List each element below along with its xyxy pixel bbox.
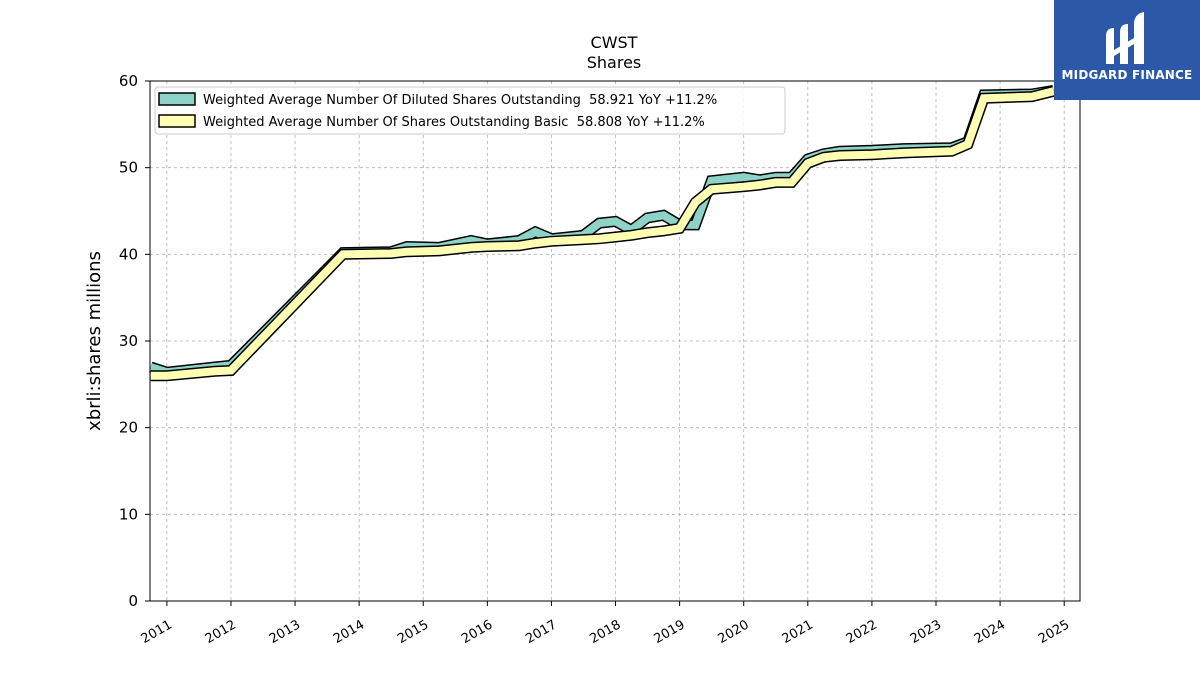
x-tick-label: 2025: [1036, 617, 1072, 647]
y-tick-label: 40: [119, 245, 138, 263]
data-point: [214, 370, 216, 372]
x-tick-label: 2015: [395, 617, 431, 647]
data-point: [438, 250, 440, 252]
data-point: [967, 143, 969, 145]
data-point: [710, 188, 713, 190]
x-tick-label: 2019: [651, 617, 687, 647]
data-point: [518, 245, 520, 247]
data-point: [903, 152, 905, 154]
data-point: [694, 224, 697, 226]
x-tick-label: 2017: [523, 617, 559, 647]
logo-text: MIDGARD FINANCE: [1061, 68, 1193, 82]
data-point: [582, 239, 584, 241]
y-axis-label: xbrli:shares millions: [84, 251, 105, 431]
data-point: [230, 369, 232, 372]
y-tick-label: 60: [119, 72, 138, 90]
data-point: [983, 97, 985, 99]
legend-label-diluted: Weighted Average Number Of Diluted Share…: [203, 93, 717, 108]
data-point: [646, 232, 648, 234]
y-tick-label: 0: [128, 592, 138, 610]
data-point: [871, 154, 873, 156]
y-tick-label: 10: [119, 505, 138, 523]
data-point: [614, 220, 617, 222]
data-point: [807, 162, 809, 164]
data-point: [951, 150, 953, 152]
series-areas: [149, 84, 1055, 382]
x-tick-label: 2011: [139, 617, 175, 647]
y-tick-label: 30: [119, 332, 138, 350]
chart-title: CWST: [591, 33, 638, 52]
data-point: [598, 222, 601, 224]
data-point: [534, 231, 536, 233]
data-point: [743, 186, 745, 188]
x-tick-label: 2022: [844, 617, 880, 647]
legend-box: [154, 86, 786, 135]
data-point: [534, 242, 536, 244]
data-point: [166, 375, 168, 377]
data-point: [486, 245, 488, 248]
y-tick-label: 20: [119, 419, 138, 437]
x-tick-label: 2016: [459, 617, 495, 647]
series-line: [150, 87, 1055, 380]
data-point: [390, 252, 392, 255]
x-tick-label: 2023: [908, 617, 944, 647]
legend: Weighted Average Number Of Diluted Share…: [154, 86, 786, 135]
data-point: [759, 184, 761, 186]
data-point: [646, 217, 648, 219]
x-tick-label: 2021: [780, 617, 816, 647]
data-point: [1031, 96, 1033, 98]
logo-mark-icon: [1106, 12, 1144, 64]
legend-swatch-basic: [158, 114, 196, 128]
data-point: [694, 201, 697, 203]
data-point: [662, 230, 665, 232]
midgard-finance-logo: MIDGARD FINANCE: [1054, 0, 1200, 100]
x-tick-label: 2024: [972, 617, 1008, 647]
x-tick-label: 2012: [203, 617, 239, 647]
data-point: [775, 181, 777, 183]
data-point: [710, 180, 713, 182]
chart-subtitle: Shares: [587, 53, 642, 72]
data-point: [470, 239, 472, 242]
data-point: [839, 154, 841, 157]
data-point: [791, 181, 793, 183]
data-point: [598, 238, 601, 240]
data-point: [823, 156, 825, 158]
data-point: [342, 253, 344, 255]
data-point: [630, 234, 632, 236]
data-point: [1052, 90, 1055, 92]
series-basic: [150, 85, 1055, 382]
x-tick-label: 2018: [587, 617, 623, 647]
x-tick-label: 2013: [267, 617, 303, 647]
data-point: [470, 246, 472, 248]
data-point: [679, 227, 681, 229]
legend-swatch-diluted: [158, 92, 196, 106]
data-point: [743, 176, 745, 178]
legend-label-basic: Weighted Average Number Of Shares Outsta…: [203, 115, 705, 130]
data-point: [662, 214, 665, 216]
data-point: [406, 251, 408, 253]
x-tick-label: 2014: [331, 617, 367, 647]
data-point: [614, 236, 617, 238]
axes: 0 10 20 30 40 50 60 2011 2012 2013 2014 2015 2016 201…: [119, 72, 1072, 647]
x-tick-label: 2020: [716, 617, 752, 647]
y-tick-label: 50: [119, 159, 138, 177]
data-point: [550, 240, 553, 242]
grid-lines: [150, 81, 1080, 601]
